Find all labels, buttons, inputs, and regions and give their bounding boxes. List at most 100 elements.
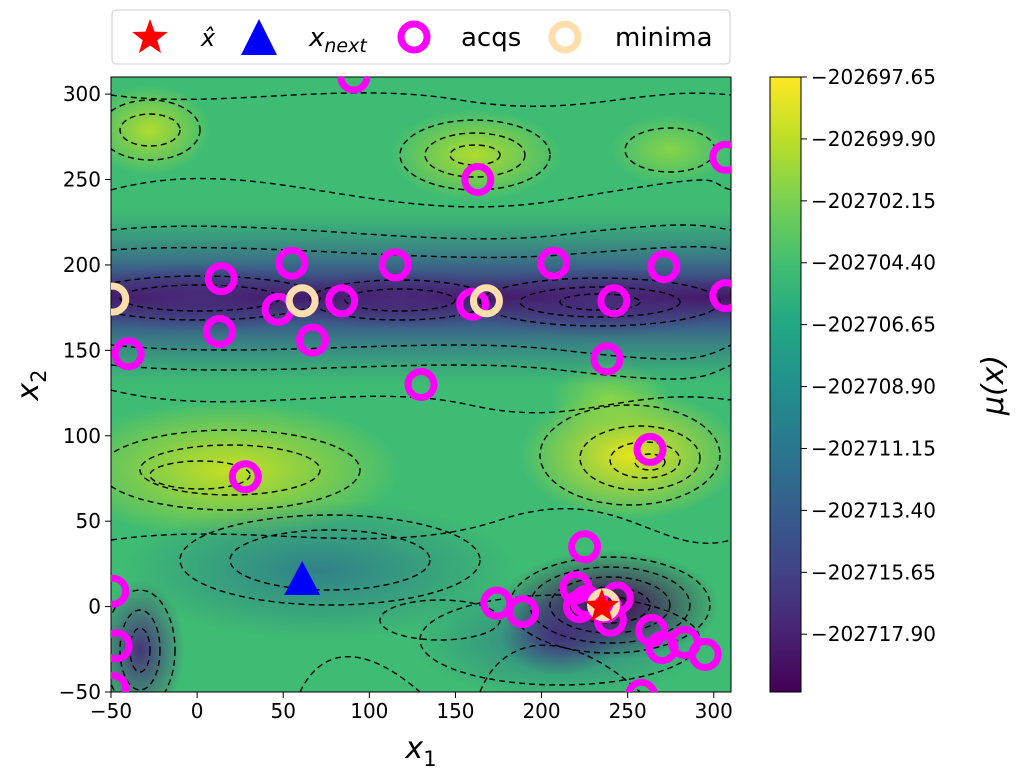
- contour-line: [609, 441, 681, 479]
- acq-point: [647, 250, 681, 284]
- contour-lines: [111, 92, 731, 692]
- contour-line: [299, 655, 421, 692]
- plot-area: −50 0 50 100 150 200 250 300 −50 0 50 100 150 200 250…: [11, 76, 733, 771]
- acq-point: [111, 672, 130, 692]
- contour-line: [179, 514, 481, 606]
- colorbar: −202697.65 −202699.90 −202702.15 −202704.40…: [769, 65, 1011, 693]
- legend-label-minima: minima: [615, 23, 713, 53]
- contour-line: [111, 224, 731, 240]
- svg-text:x2: x2: [11, 369, 51, 401]
- contour-line: [111, 275, 321, 321]
- contour-line: [111, 246, 731, 259]
- x-tick-label: 150: [436, 699, 474, 723]
- colorbar-ticks: −202697.65 −202699.90 −202702.15 −202704.40…: [801, 65, 936, 646]
- colorbar-tick-label: −202702.15: [811, 189, 936, 213]
- acq-point: [709, 279, 731, 313]
- y-tick-label: 0: [88, 595, 101, 619]
- contour-line: [479, 644, 641, 692]
- colorbar-tick-label: −202717.90: [811, 622, 936, 646]
- contour-line: [229, 529, 431, 591]
- xhat-star-point: [584, 588, 619, 622]
- contour-line: [139, 444, 321, 496]
- acq-point: [456, 287, 490, 321]
- contour-line: [449, 144, 501, 166]
- legend-minima-marker: [548, 20, 582, 54]
- colorbar-gradient: [769, 76, 802, 693]
- colorbar-tick-label: −202699.90: [811, 127, 936, 151]
- acq-point: [337, 77, 371, 94]
- contour-line: [519, 286, 681, 318]
- colorbar-tick-label: −202715.65: [811, 560, 936, 584]
- colorbar-tick-label: −202713.40: [811, 498, 936, 522]
- colorbar-tick-label: −202697.65: [811, 65, 936, 89]
- contour-line: [111, 507, 731, 544]
- x-tick-label: 200: [522, 699, 560, 723]
- acq-point: [204, 262, 238, 296]
- colorbar-tick-label: −202708.90: [811, 375, 936, 399]
- colorbar-tick-label: −202706.65: [811, 313, 936, 337]
- acq-point: [111, 337, 145, 371]
- minima-point: [111, 282, 130, 316]
- contour-line: [119, 609, 161, 691]
- colorbar-tick-label: −202711.15: [811, 436, 936, 460]
- contour-line: [111, 92, 731, 107]
- x-tick-label: 100: [350, 699, 388, 723]
- acq-point: [111, 629, 133, 663]
- contour-line: [119, 113, 181, 147]
- contour-line: [111, 177, 731, 208]
- contour-line: [579, 425, 701, 491]
- contour-line: [479, 277, 721, 327]
- contour-line: [111, 589, 176, 692]
- legend-label-acqs: acqs: [461, 23, 521, 53]
- acq-point: [378, 248, 412, 282]
- y-axis-label: x2: [11, 369, 51, 401]
- acq-point: [461, 163, 495, 196]
- y-axis: −50 0 50 100 150 200 250 300: [59, 82, 111, 704]
- acq-point: [325, 284, 359, 318]
- legend-acqs-marker: [397, 20, 431, 54]
- y-tick-label: 200: [63, 253, 101, 277]
- x-tick-label: 250: [609, 699, 647, 723]
- legend: x̂ xnext acqs minima: [111, 9, 731, 65]
- acq-point: [633, 432, 667, 466]
- x-axis-label-main: x: [404, 731, 423, 766]
- contour-line: [111, 344, 731, 360]
- x-axis-label: x1: [404, 731, 436, 771]
- y-tick-label: −50: [59, 680, 101, 704]
- acq-point: [537, 246, 571, 280]
- y-axis-label-main: x: [11, 383, 46, 402]
- legend-label-xnext-main: x: [308, 23, 325, 53]
- acq-point: [404, 368, 438, 401]
- minima-point: [469, 284, 503, 318]
- contour-line: [111, 429, 361, 511]
- legend-star-marker: [132, 19, 168, 53]
- plot-frame: [110, 76, 732, 693]
- acq-point: [688, 637, 722, 671]
- markers: [111, 77, 731, 692]
- svg-text:x1: x1: [404, 731, 436, 771]
- contour-line: [344, 288, 456, 312]
- contour-line: [111, 99, 201, 161]
- acq-point: [590, 342, 624, 376]
- contour-line: [634, 453, 666, 471]
- contour-line: [149, 460, 251, 490]
- x-tick-label: −50: [90, 699, 132, 723]
- contour-line: [379, 599, 501, 641]
- y-tick-label: 150: [63, 338, 101, 362]
- colorbar-tick-label: −202704.40: [811, 251, 936, 275]
- acq-point: [296, 323, 329, 357]
- y-tick-label: 300: [63, 82, 101, 106]
- x-tick-label: 300: [695, 699, 733, 723]
- contour-line: [399, 119, 551, 191]
- y-tick-label: 100: [63, 424, 101, 448]
- x-tick-label: 0: [191, 699, 204, 723]
- acq-point: [709, 140, 731, 174]
- x-axis: −50 0 50 100 150 200 250 300: [90, 692, 733, 723]
- acq-point: [228, 460, 262, 494]
- xnext-triangle-point: [284, 560, 321, 595]
- legend-label-xhat: x̂: [200, 24, 216, 52]
- acq-point: [625, 678, 658, 692]
- y-axis-label-sub: 2: [27, 369, 51, 382]
- contour-line: [539, 404, 721, 506]
